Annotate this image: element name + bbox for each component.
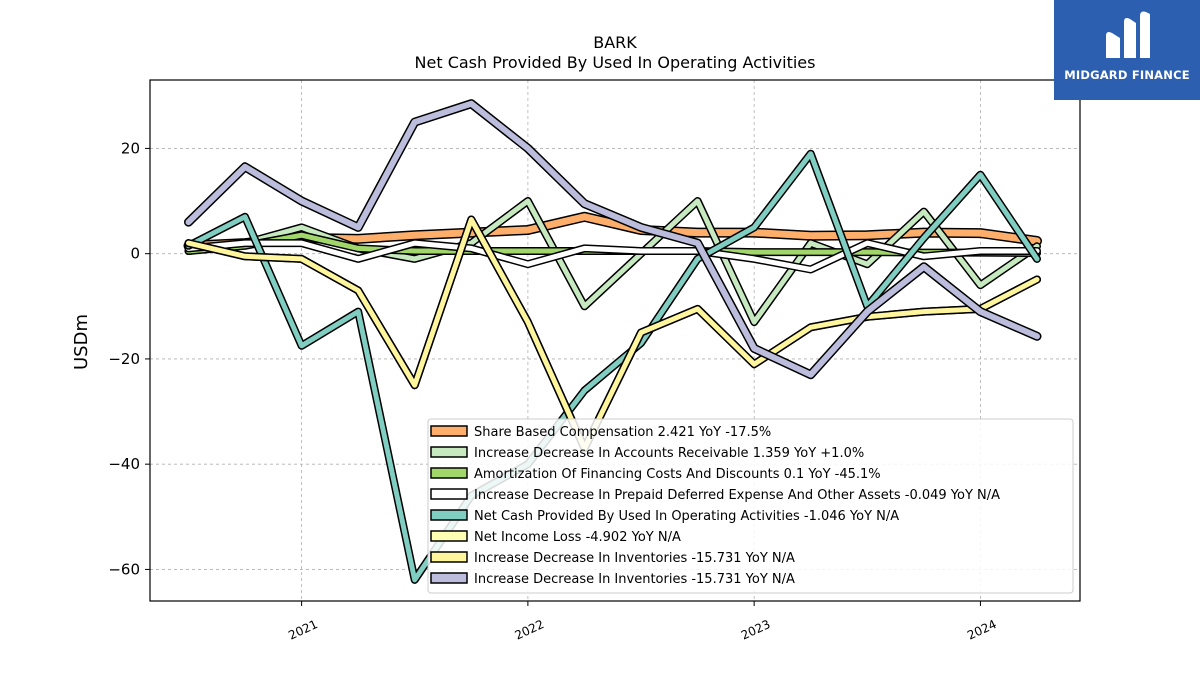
y-tick-label: −20: [108, 350, 140, 368]
y-axis-label: USDm: [71, 314, 92, 370]
series: [184, 239, 1041, 274]
legend-swatch: [430, 551, 468, 563]
legend-swatch: [430, 467, 468, 479]
legend: Share Based Compensation 2.421 YoY -17.5…: [427, 418, 1074, 594]
legend-swatch: [430, 509, 468, 521]
series-group: [183, 99, 1042, 584]
plot-frame: [149, 79, 1081, 602]
x-tick-label: 2022: [513, 617, 547, 643]
legend-swatch: [430, 446, 468, 458]
legend-swatch: [430, 530, 468, 542]
series-line: [185, 100, 1040, 378]
legend-label: Share Based Compensation 2.421 YoY -17.5…: [474, 425, 771, 440]
series-line: [186, 217, 1040, 451]
legend-label: Amortization Of Financing Costs And Disc…: [474, 467, 881, 482]
legend-label: Increase Decrease In Inventories -15.731…: [474, 572, 795, 587]
brand-logo: MIDGARD FINANCE: [1054, 0, 1200, 100]
x-tick-label: 2021: [286, 617, 320, 643]
legend-label: Increase Decrease In Inventories -15.731…: [474, 551, 795, 566]
x-tick-label: 2023: [739, 617, 773, 643]
series-line: [186, 240, 1040, 272]
brand-name: MIDGARD FINANCE: [1064, 68, 1190, 82]
series: [184, 149, 1041, 584]
series: [184, 99, 1042, 380]
chart-title: BARK: [593, 33, 637, 52]
legend-label: Increase Decrease In Accounts Receivable…: [474, 446, 864, 461]
legend-swatch: [430, 488, 468, 500]
chart-subtitle: Net Cash Provided By Used In Operating A…: [415, 53, 816, 72]
y-tick-label: −40: [108, 455, 140, 473]
legend-label: Net Cash Provided By Used In Operating A…: [474, 509, 899, 524]
legend-label: Increase Decrease In Prepaid Deferred Ex…: [474, 488, 1000, 503]
legend-label: Net Income Loss -4.902 YoY N/A: [474, 530, 681, 545]
legend-swatch: [430, 425, 468, 437]
brand-mark-icon: [1106, 11, 1150, 58]
y-tick-label: 20: [121, 139, 140, 157]
series-line: [186, 151, 1040, 583]
y-tick-label: 0: [130, 245, 140, 263]
y-tick-label: −60: [108, 560, 140, 578]
series: [184, 215, 1041, 453]
legend-swatch: [430, 572, 468, 584]
legend-box: [427, 418, 1074, 594]
x-tick-label: 2024: [965, 617, 999, 643]
